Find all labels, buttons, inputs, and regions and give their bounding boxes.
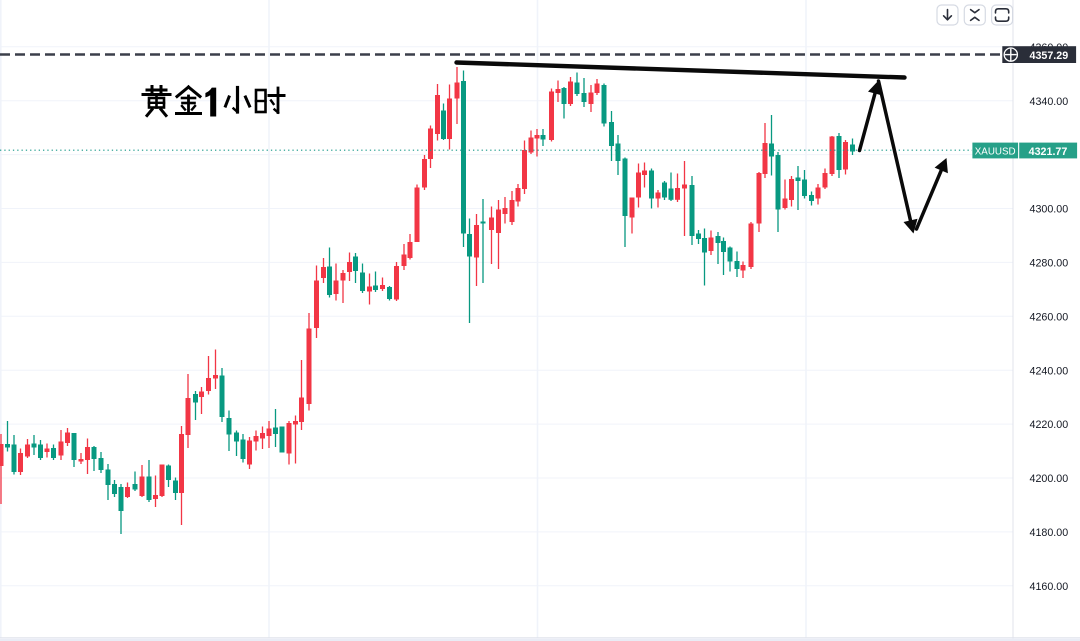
svg-text:XAUUSD: XAUUSD	[975, 147, 1016, 158]
svg-text:4260.00: 4260.00	[1030, 311, 1069, 323]
svg-text:4357.29: 4357.29	[1030, 50, 1069, 62]
svg-text:4321.77: 4321.77	[1029, 146, 1068, 158]
svg-text:4240.00: 4240.00	[1030, 365, 1069, 377]
svg-text:4200.00: 4200.00	[1030, 473, 1069, 485]
svg-text:4160.00: 4160.00	[1030, 581, 1069, 593]
svg-text:4280.00: 4280.00	[1030, 258, 1069, 270]
svg-text:4300.00: 4300.00	[1030, 204, 1069, 216]
svg-text:4220.00: 4220.00	[1030, 419, 1069, 431]
svg-text:4180.00: 4180.00	[1030, 527, 1069, 539]
svg-text:4340.00: 4340.00	[1030, 96, 1069, 108]
